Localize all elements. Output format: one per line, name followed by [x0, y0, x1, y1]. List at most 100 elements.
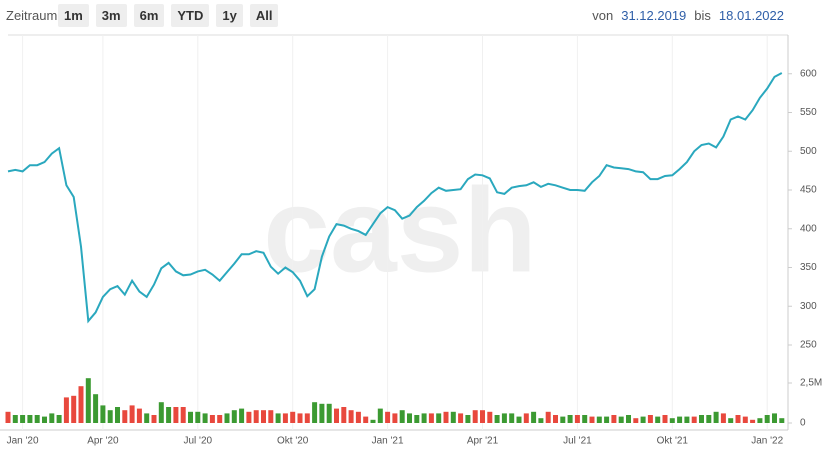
volume-bar: [122, 410, 128, 423]
volume-bar: [224, 413, 230, 423]
volume-bar: [385, 411, 391, 423]
volume-bar: [268, 410, 274, 423]
volume-bar: [363, 416, 369, 423]
volume-bar: [261, 410, 266, 423]
volume-bar: [538, 418, 544, 423]
volume-bar: [582, 415, 588, 423]
x-tick-label: Apr '21: [467, 436, 499, 447]
volume-bar: [589, 416, 595, 423]
volume-bar: [107, 410, 113, 423]
x-tick-label: Okt '21: [657, 436, 689, 447]
volume-bar: [275, 413, 281, 423]
volume-bar: [326, 403, 332, 423]
volume-bar: [553, 415, 558, 423]
volume-bar: [691, 416, 697, 423]
y-tick-label: 600: [800, 68, 817, 79]
volume-bar: [71, 395, 77, 423]
volume-bar: [764, 415, 770, 423]
volume-bar: [282, 413, 288, 423]
volume-bar: [779, 418, 785, 423]
range-button[interactable]: 1y: [216, 4, 243, 27]
volume-bar: [450, 411, 456, 423]
volume-bar: [465, 415, 471, 423]
volume-bar: [706, 415, 712, 423]
volume-bar: [100, 405, 106, 423]
volume-bar: [735, 415, 741, 423]
volume-bar: [312, 402, 318, 423]
volume-bar: [684, 416, 690, 423]
volume-bar: [750, 419, 756, 423]
volume-bar: [626, 415, 631, 423]
volume-bar: [5, 411, 11, 423]
x-tick-label: Jan '21: [372, 436, 404, 447]
volume-bar: [757, 418, 763, 423]
volume-bar: [202, 413, 208, 423]
y-tick-label: 550: [800, 107, 817, 118]
volume-bar: [618, 416, 624, 423]
volume-bar: [604, 416, 610, 423]
volume-bar: [516, 416, 522, 423]
volume-bar: [436, 413, 442, 423]
volume-bar: [640, 416, 646, 423]
volume-bar: [27, 415, 33, 423]
range-button[interactable]: 3m: [95, 4, 127, 27]
volume-bar: [523, 413, 529, 423]
range-button[interactable]: All: [249, 4, 279, 27]
volume-bar: [341, 407, 347, 423]
volume-bar: [407, 413, 412, 423]
range-button[interactable]: YTD: [171, 4, 210, 27]
watermark: cash: [263, 164, 537, 298]
volume-bar: [85, 378, 91, 423]
volume-bar: [348, 410, 354, 423]
to-label: bis: [694, 8, 711, 23]
volume-bar: [56, 415, 62, 423]
volume-bar: [669, 418, 675, 423]
volume-bar: [428, 413, 434, 423]
volume-bar: [596, 416, 602, 423]
volume-bar: [574, 415, 580, 423]
to-date[interactable]: 18.01.2022: [718, 8, 784, 23]
volume-bar: [290, 411, 296, 423]
volume-bar: [180, 407, 186, 423]
from-date[interactable]: 31.12.2019: [621, 8, 687, 23]
y-tick-label: 300: [800, 301, 817, 312]
volume-bar: [501, 413, 507, 423]
x-tick-label: Jan '20: [7, 436, 39, 447]
volume-bar: [12, 415, 18, 423]
x-tick-label: Okt '20: [277, 436, 309, 447]
volume-bar: [728, 418, 734, 423]
volume-bar: [677, 416, 683, 423]
volume-bar: [144, 413, 150, 423]
volume-bar: [458, 413, 464, 423]
volume-bar: [699, 415, 704, 423]
y-tick-label: 0: [800, 418, 806, 429]
volume-bar: [239, 408, 245, 423]
volume-bar: [611, 415, 617, 423]
volume-bar: [129, 405, 135, 423]
volume-bar: [78, 386, 84, 423]
volume-bar: [443, 411, 449, 423]
x-tick-label: Jul '20: [184, 436, 213, 447]
volume-bar: [49, 413, 55, 423]
x-tick-label: Jan '22: [751, 436, 783, 447]
volume-bar: [63, 397, 69, 423]
volume-bar: [509, 413, 515, 423]
volume-bar: [392, 413, 398, 423]
range-button[interactable]: 1m: [58, 4, 89, 27]
y-tick-label: 2,5M: [800, 378, 822, 389]
volume-bar: [253, 410, 259, 423]
range-buttons: 1m 3m 6m YTD 1y All: [58, 4, 279, 27]
range-button[interactable]: 6m: [133, 4, 165, 27]
volume-bar: [20, 415, 26, 423]
volume-bar: [334, 408, 339, 423]
volume-bar: [713, 411, 719, 423]
y-tick-label: 350: [800, 262, 817, 273]
volume-bar: [480, 410, 485, 423]
volume-bar: [655, 416, 661, 423]
volume-bar: [399, 410, 405, 423]
volume-bar: [560, 416, 566, 423]
volume-bar: [217, 415, 223, 423]
volume-bar: [93, 394, 99, 423]
